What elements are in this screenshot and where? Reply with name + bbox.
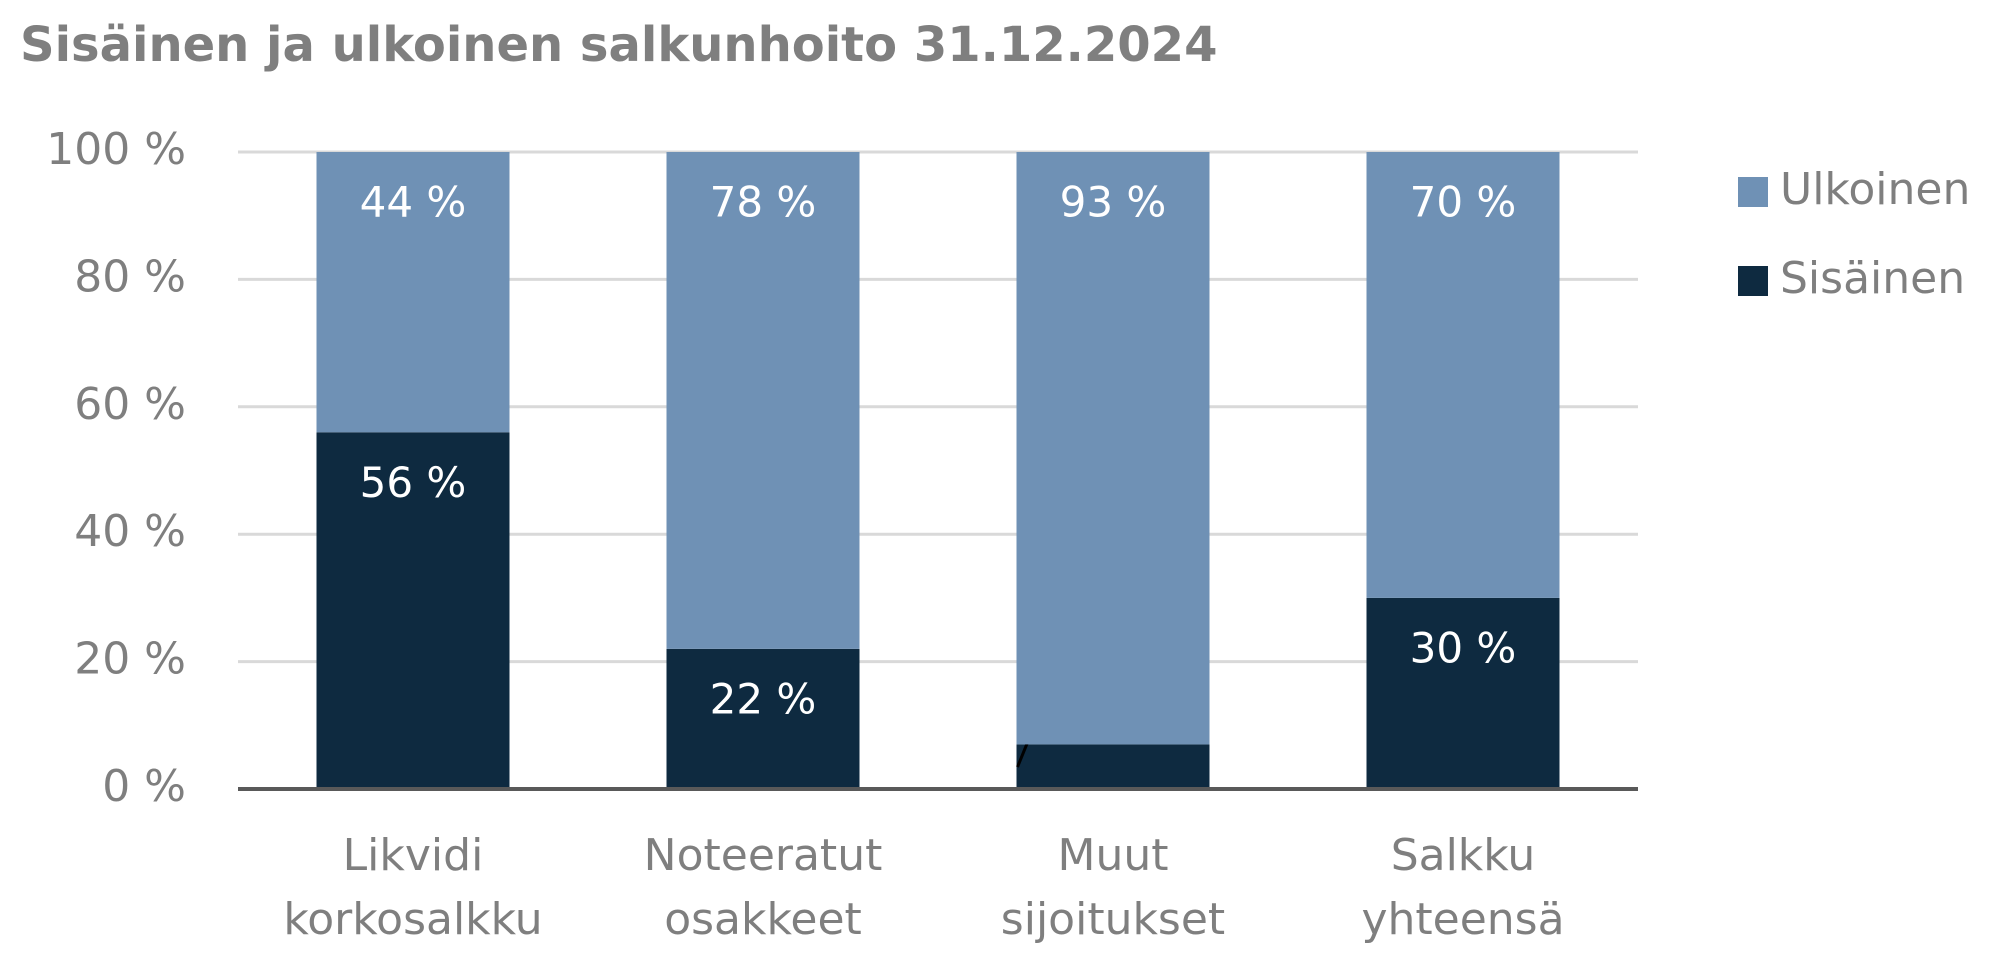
value-label: 44 % [360,178,467,227]
x-tick-line: sijoitukset [1001,894,1225,945]
x-tick-label: Muut sijoitukset [1001,830,1225,945]
y-tick-label: 60 % [74,379,186,430]
value-label: 22 % [710,674,817,723]
bar-segment [316,152,510,433]
y-tick-label: 100 % [46,124,186,175]
x-tick-line: korkosalkku [283,894,542,945]
value-label: 78 % [710,178,817,227]
bar-segment [1366,152,1560,598]
y-tick-label: 80 % [74,251,186,302]
x-tick-line: Muut [1058,830,1169,881]
legend-swatch [1738,266,1768,296]
x-tick-line: Salkku [1391,830,1536,881]
x-tick-label: Noteeratut osakkeet [644,830,883,945]
x-tick-line: yhteensä [1361,894,1564,945]
bar-segment [666,152,860,649]
legend-swatch [1738,177,1768,207]
legend-label: Sisäinen [1780,253,1965,304]
bar-segment [1366,597,1560,789]
legend-label: Ulkoinen [1780,164,1970,215]
value-label: 93 % [1060,178,1167,227]
bar-segment [666,648,860,789]
value-label: 70 % [1410,178,1517,227]
bar-segment [1016,152,1210,745]
y-tick-label: 0 % [102,761,186,812]
y-tick-label: 40 % [74,506,186,557]
x-tick-line: Noteeratut [644,830,883,881]
x-tick-line: osakkeet [664,894,862,945]
x-tick-label: Salkku yhteensä [1361,830,1564,945]
y-tick-label: 20 % [74,634,186,685]
value-label: 56 % [360,458,467,507]
chart-title: Sisäinen ja ulkoinen salkunhoito 31.12.2… [20,17,1217,73]
x-tick-label: Likvidi korkosalkku [283,830,542,945]
bar-segment [1016,744,1210,789]
x-tick-line: Likvidi [343,830,484,881]
value-label: 30 % [1410,623,1517,672]
bar-segment [316,432,510,789]
